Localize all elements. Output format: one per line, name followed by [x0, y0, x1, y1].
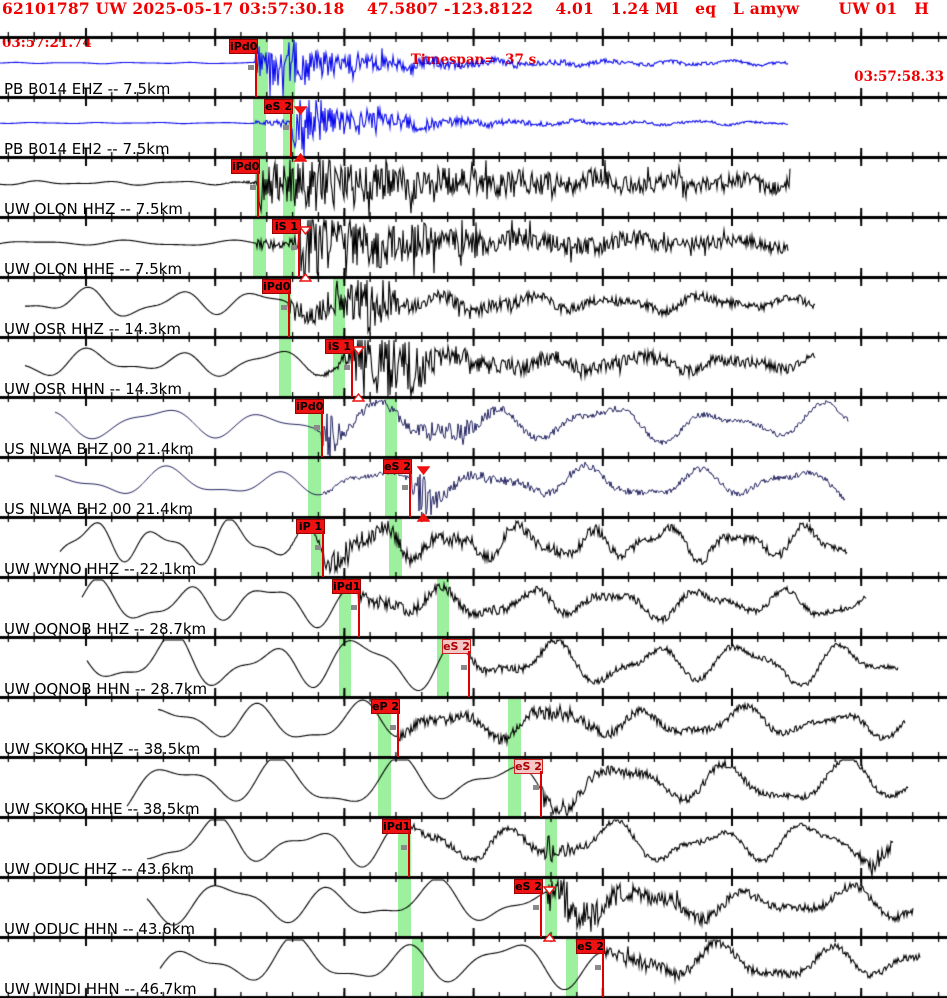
waveform-canvas[interactable] — [0, 0, 947, 998]
seismogram-review-window: 62101787 UW 2025-05-17 03:57:30.18 47.58… — [0, 0, 947, 998]
